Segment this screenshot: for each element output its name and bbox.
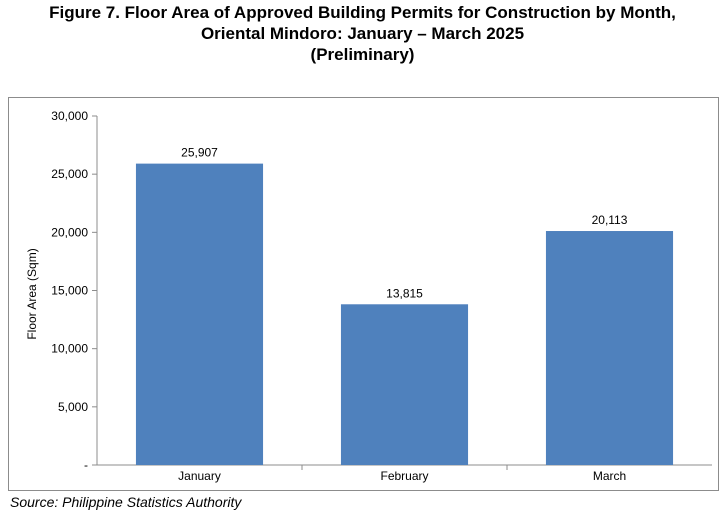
bar-january <box>135 163 264 465</box>
title-line-2: Oriental Mindoro: January – March 2025 <box>200 24 525 43</box>
category-labels: January February March <box>178 469 626 483</box>
bar-february <box>340 304 469 465</box>
y-tick-label: 15,000 <box>51 284 88 298</box>
bar-chart: - 5,000 10,000 15,000 20,000 25,000 30,000 25,… <box>25 109 712 483</box>
title-line-1: Figure 7. Floor Area of Approved Buildin… <box>49 3 676 22</box>
y-tick-label: 10,000 <box>51 342 88 356</box>
y-tick-label: 30,000 <box>51 109 88 123</box>
data-labels: 25,907 13,815 20,113 <box>181 146 628 301</box>
category-label-january: January <box>178 469 221 483</box>
data-label-march: 20,113 <box>592 213 628 227</box>
y-ticks: - 5,000 10,000 15,000 20,000 25,000 30,000 <box>51 109 97 472</box>
bar-march <box>545 231 674 465</box>
data-label-february: 13,815 <box>386 286 423 300</box>
source-note: Source: Philippine Statistics Authority <box>10 494 242 510</box>
y-tick-label: 20,000 <box>51 225 88 239</box>
title-line-3: (Preliminary) <box>310 45 415 64</box>
y-tick-label: - <box>84 458 88 472</box>
chart-area: - 5,000 10,000 15,000 20,000 25,000 30,000 25,… <box>8 97 719 491</box>
y-tick-label: 25,000 <box>51 167 88 181</box>
data-label-january: 25,907 <box>181 146 218 160</box>
category-label-march: March <box>593 469 626 483</box>
y-tick-label: 5,000 <box>58 400 88 414</box>
chart-title: Figure 7. Floor Area of Approved Buildin… <box>0 2 725 65</box>
y-axis-label: Floor Area (Sqm) <box>25 248 39 339</box>
category-label-february: February <box>380 469 428 483</box>
bars <box>135 163 674 465</box>
